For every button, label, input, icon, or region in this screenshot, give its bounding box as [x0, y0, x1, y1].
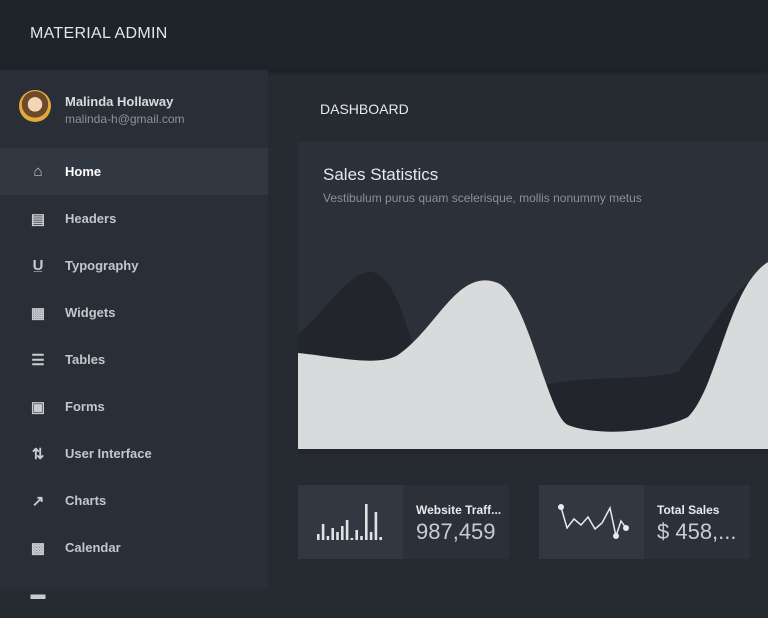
light-area — [298, 262, 768, 449]
sidebar-item-label: Home — [65, 164, 102, 179]
line-sparkline — [539, 485, 644, 559]
sidebar-item-label: Charts — [65, 493, 107, 508]
sidebar-item-label: Widgets — [65, 305, 116, 320]
sparkline-bar — [317, 534, 320, 540]
sidebar-item-tables[interactable]: ☰ Tables — [0, 336, 268, 383]
sidebar-item-headers[interactable]: ▤ Headers — [0, 195, 268, 242]
main-content: DASHBOARD Sales Statistics Vestibulum pu… — [268, 70, 768, 589]
brand-title[interactable]: MATERIAL ADMIN — [30, 25, 168, 42]
user-interface-icon: ⇅ — [31, 445, 45, 463]
sales-statistics-card: Sales Statistics Vestibulum purus quam s… — [298, 142, 768, 454]
stat-label: Total Sales — [657, 503, 720, 517]
card-subtitle: Vestibulum purus quam scelerisque, molli… — [323, 191, 642, 205]
sidebar-item-user-interface[interactable]: ⇅ User Interface — [0, 430, 268, 477]
sidebar: Malinda Hollaway malinda-h@gmail.com ⌂ Ho… — [0, 70, 268, 603]
widgets-icon: ▦ — [30, 304, 46, 322]
sparkline-bar — [369, 532, 373, 540]
sparkline-bar — [360, 536, 363, 540]
sidebar-item-typography[interactable]: U̲ Typography — [0, 242, 268, 289]
stat-value: $ 458,... — [657, 519, 737, 544]
sidebar-item-label: Typography — [65, 258, 139, 273]
sidebar-item-label: Tables — [65, 352, 106, 367]
top-bar: MATERIAL ADMIN — [0, 0, 768, 70]
sparkline-bar — [336, 532, 339, 540]
stat-value: 987,459 — [416, 519, 496, 544]
headers-icon: ▤ — [30, 210, 46, 228]
sidebar-item-label: Calendar — [65, 540, 121, 555]
charts-icon: ↗ — [31, 492, 45, 510]
sparkline-bar — [321, 524, 325, 540]
sidebar-item-home[interactable]: ⌂ Home — [0, 148, 268, 195]
sales-area-chart — [298, 262, 768, 454]
sidebar-item-charts[interactable]: ↗ Charts — [0, 477, 268, 524]
sidebar-item-forms[interactable]: ▣ Forms — [0, 383, 268, 430]
card-title: Sales Statistics — [323, 165, 439, 184]
sparkline-bar — [355, 530, 358, 540]
sparkline-bar — [341, 526, 344, 540]
sidebar-item-gallery[interactable]: ▬ — [0, 571, 268, 618]
sidebar-item-label: Forms — [65, 399, 105, 414]
website-traffic-stat: Website Traff... 987,459 — [298, 485, 509, 559]
tables-icon: ☰ — [31, 351, 45, 369]
bar-sparkline — [298, 485, 403, 559]
profile-name: Malinda Hollaway — [65, 94, 174, 109]
sidebar-item-widgets[interactable]: ▦ Widgets — [0, 289, 268, 336]
stat-label: Website Traff... — [416, 503, 502, 517]
avatar — [19, 90, 51, 122]
sparkline-bar — [379, 537, 382, 540]
home-icon: ⌂ — [33, 163, 43, 180]
profile[interactable]: Malinda Hollaway malinda-h@gmail.com — [0, 70, 268, 148]
forms-icon: ▣ — [30, 398, 46, 416]
sparkline-bar — [365, 504, 368, 540]
sparkline-bar — [350, 538, 354, 540]
calendar-icon: ▩ — [30, 539, 46, 557]
sparkline-bar — [326, 536, 330, 540]
typography-icon: U̲ — [32, 257, 44, 274]
sparkline-bar — [345, 520, 349, 540]
sidebar-item-label: Headers — [65, 211, 117, 226]
sparkline-bar — [331, 528, 334, 540]
sidebar-item-calendar[interactable]: ▩ Calendar — [0, 524, 268, 571]
sparkline-bar — [374, 512, 378, 540]
profile-email: malinda-h@gmail.com — [65, 112, 185, 126]
sidebar-item-label: User Interface — [65, 446, 152, 461]
total-sales-stat: Total Sales $ 458,... — [539, 485, 750, 559]
page-title: DASHBOARD — [320, 101, 409, 117]
